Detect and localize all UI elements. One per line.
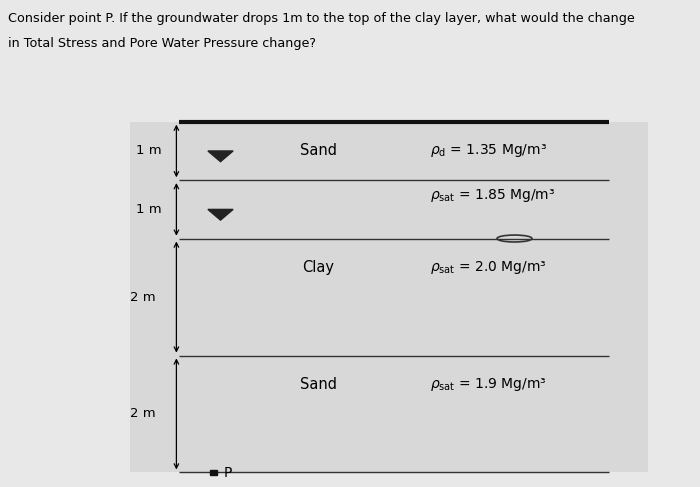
Text: $\rho_{\mathrm{sat}}$ = 2.0 Mg/m³: $\rho_{\mathrm{sat}}$ = 2.0 Mg/m³ [430,260,547,277]
Text: in Total Stress and Pore Water Pressure change?: in Total Stress and Pore Water Pressure … [8,37,316,50]
Text: Sand: Sand [300,377,337,392]
Bar [130,122,648,472]
Text: 1 m: 1 m [136,203,162,216]
Text: 2 m: 2 m [130,291,156,303]
Text: Sand: Sand [300,143,337,158]
Polygon shape [208,151,233,162]
Text: 1 m: 1 m [136,145,162,157]
Text: $\rho_{\mathrm{sat}}$ = 1.85 Mg/m³: $\rho_{\mathrm{sat}}$ = 1.85 Mg/m³ [430,187,556,204]
Text: 2 m: 2 m [130,408,156,420]
Text: Clay: Clay [302,261,335,276]
Bar [210,469,218,475]
Text: $\rho_{\mathrm{d}}$ = 1.35 Mg/m³: $\rho_{\mathrm{d}}$ = 1.35 Mg/m³ [430,142,547,159]
Text: P: P [224,467,232,480]
Text: Consider point P. If the groundwater drops 1m to the top of the clay layer, what: Consider point P. If the groundwater dro… [8,12,635,25]
Text: $\rho_{\mathrm{sat}}$ = 1.9 Mg/m³: $\rho_{\mathrm{sat}}$ = 1.9 Mg/m³ [430,376,547,393]
Polygon shape [208,209,233,220]
